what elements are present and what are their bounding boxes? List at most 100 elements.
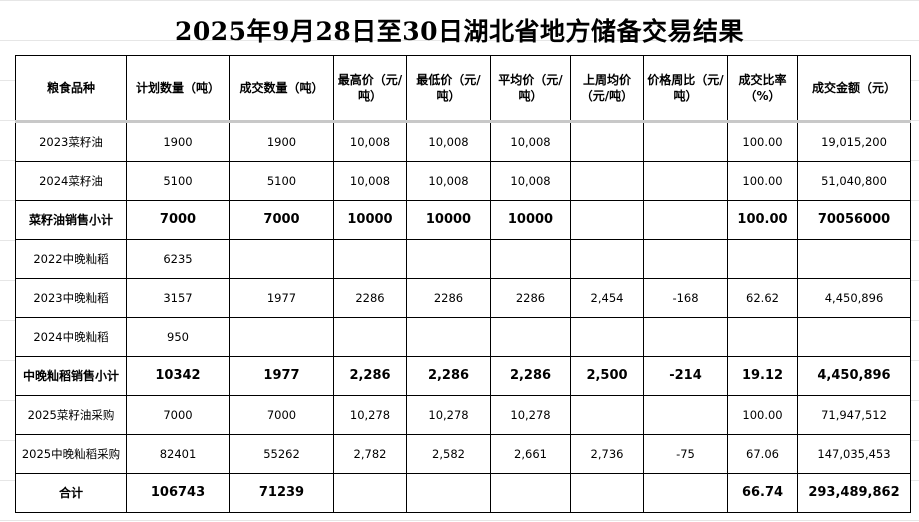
- table-cell[interactable]: [333, 239, 407, 279]
- column-header[interactable]: 成交金额（元）: [797, 55, 911, 123]
- table-cell[interactable]: 70056000: [797, 200, 911, 240]
- table-cell[interactable]: [797, 317, 911, 357]
- table-cell[interactable]: 7000: [126, 200, 230, 240]
- table-cell[interactable]: 7000: [126, 395, 230, 435]
- table-cell[interactable]: [570, 317, 644, 357]
- column-header[interactable]: 成交数量（吨）: [229, 55, 334, 123]
- table-cell[interactable]: 71,947,512: [797, 395, 911, 435]
- table-cell[interactable]: 66.74: [727, 473, 798, 513]
- table-cell[interactable]: 10,008: [406, 121, 491, 162]
- table-cell[interactable]: 1977: [229, 278, 334, 318]
- table-cell[interactable]: [333, 473, 407, 513]
- table-cell[interactable]: 67.06: [727, 434, 798, 474]
- table-cell[interactable]: [490, 473, 571, 513]
- table-cell[interactable]: [333, 317, 407, 357]
- grain-variety-cell[interactable]: 2025菜籽油采购: [15, 395, 127, 435]
- table-cell[interactable]: 55262: [229, 434, 334, 474]
- grain-variety-cell[interactable]: 菜籽油销售小计: [15, 200, 127, 240]
- grain-variety-cell[interactable]: 2022中晚籼稻: [15, 239, 127, 279]
- table-cell[interactable]: [643, 121, 728, 162]
- table-cell[interactable]: 19,015,200: [797, 121, 911, 162]
- grain-variety-cell[interactable]: 2023中晚籼稻: [15, 278, 127, 318]
- table-cell[interactable]: [643, 395, 728, 435]
- column-header[interactable]: 价格周比（元/吨）: [643, 55, 728, 123]
- table-cell[interactable]: [490, 317, 571, 357]
- table-cell[interactable]: 82401: [126, 434, 230, 474]
- table-cell[interactable]: [643, 473, 728, 513]
- column-header[interactable]: 上周均价（元/吨）: [570, 55, 644, 123]
- grain-variety-cell[interactable]: 2025中晚籼稻采购: [15, 434, 127, 474]
- table-cell[interactable]: 2,582: [406, 434, 491, 474]
- table-cell[interactable]: 2286: [406, 278, 491, 318]
- table-cell[interactable]: 2,286: [490, 356, 571, 396]
- table-cell[interactable]: 10,278: [490, 395, 571, 435]
- table-cell[interactable]: 2286: [333, 278, 407, 318]
- table-cell[interactable]: [727, 239, 798, 279]
- table-cell[interactable]: 10000: [333, 200, 407, 240]
- table-cell[interactable]: 100.00: [727, 395, 798, 435]
- table-cell[interactable]: [643, 200, 728, 240]
- table-cell[interactable]: [643, 317, 728, 357]
- table-cell[interactable]: 2,286: [333, 356, 407, 396]
- table-cell[interactable]: -214: [643, 356, 728, 396]
- table-cell[interactable]: 2,286: [406, 356, 491, 396]
- table-cell[interactable]: 7000: [229, 395, 334, 435]
- table-cell[interactable]: 1900: [126, 121, 230, 162]
- column-header[interactable]: 粮食品种: [15, 55, 127, 123]
- grain-variety-cell[interactable]: 2024菜籽油: [15, 161, 127, 201]
- table-cell[interactable]: [570, 473, 644, 513]
- table-cell[interactable]: [490, 239, 571, 279]
- column-header[interactable]: 成交比率（%）: [727, 55, 798, 123]
- table-cell[interactable]: 100.00: [727, 200, 798, 240]
- table-cell[interactable]: 3157: [126, 278, 230, 318]
- column-header[interactable]: 最高价（元/吨）: [333, 55, 407, 123]
- table-cell[interactable]: 2,661: [490, 434, 571, 474]
- table-cell[interactable]: -168: [643, 278, 728, 318]
- table-cell[interactable]: 6235: [126, 239, 230, 279]
- table-cell[interactable]: 7000: [229, 200, 334, 240]
- table-cell[interactable]: 100.00: [727, 121, 798, 162]
- table-cell[interactable]: 2,736: [570, 434, 644, 474]
- table-cell[interactable]: 5100: [126, 161, 230, 201]
- table-cell[interactable]: [643, 161, 728, 201]
- table-cell[interactable]: [570, 121, 644, 162]
- table-cell[interactable]: [643, 239, 728, 279]
- table-cell[interactable]: 10000: [490, 200, 571, 240]
- table-cell[interactable]: -75: [643, 434, 728, 474]
- table-cell[interactable]: 71239: [229, 473, 334, 513]
- table-cell[interactable]: [406, 317, 491, 357]
- table-cell[interactable]: 293,489,862: [797, 473, 911, 513]
- table-cell[interactable]: 1977: [229, 356, 334, 396]
- table-cell[interactable]: 10,008: [406, 161, 491, 201]
- table-cell[interactable]: [406, 473, 491, 513]
- table-cell[interactable]: 10342: [126, 356, 230, 396]
- table-cell[interactable]: 10,008: [490, 121, 571, 162]
- table-cell[interactable]: 950: [126, 317, 230, 357]
- table-cell[interactable]: 5100: [229, 161, 334, 201]
- table-cell[interactable]: [570, 395, 644, 435]
- table-cell[interactable]: 106743: [126, 473, 230, 513]
- table-cell[interactable]: [570, 161, 644, 201]
- table-cell[interactable]: [727, 317, 798, 357]
- table-cell[interactable]: 147,035,453: [797, 434, 911, 474]
- table-cell[interactable]: [229, 317, 334, 357]
- table-cell[interactable]: [406, 239, 491, 279]
- table-cell[interactable]: 10,278: [333, 395, 407, 435]
- column-header[interactable]: 平均价（元/吨）: [490, 55, 571, 123]
- table-cell[interactable]: [570, 239, 644, 279]
- table-cell[interactable]: 19.12: [727, 356, 798, 396]
- table-cell[interactable]: [570, 200, 644, 240]
- table-cell[interactable]: 10000: [406, 200, 491, 240]
- grain-variety-cell[interactable]: 合计: [15, 473, 127, 513]
- table-cell[interactable]: 10,278: [406, 395, 491, 435]
- table-cell[interactable]: 1900: [229, 121, 334, 162]
- table-cell[interactable]: 10,008: [490, 161, 571, 201]
- table-cell[interactable]: 2,500: [570, 356, 644, 396]
- table-cell[interactable]: 51,040,800: [797, 161, 911, 201]
- table-cell[interactable]: [229, 239, 334, 279]
- grain-variety-cell[interactable]: 2023菜籽油: [15, 121, 127, 162]
- table-cell[interactable]: 62.62: [727, 278, 798, 318]
- table-cell[interactable]: 2,782: [333, 434, 407, 474]
- table-cell[interactable]: 4,450,896: [797, 356, 911, 396]
- table-cell[interactable]: 10,008: [333, 161, 407, 201]
